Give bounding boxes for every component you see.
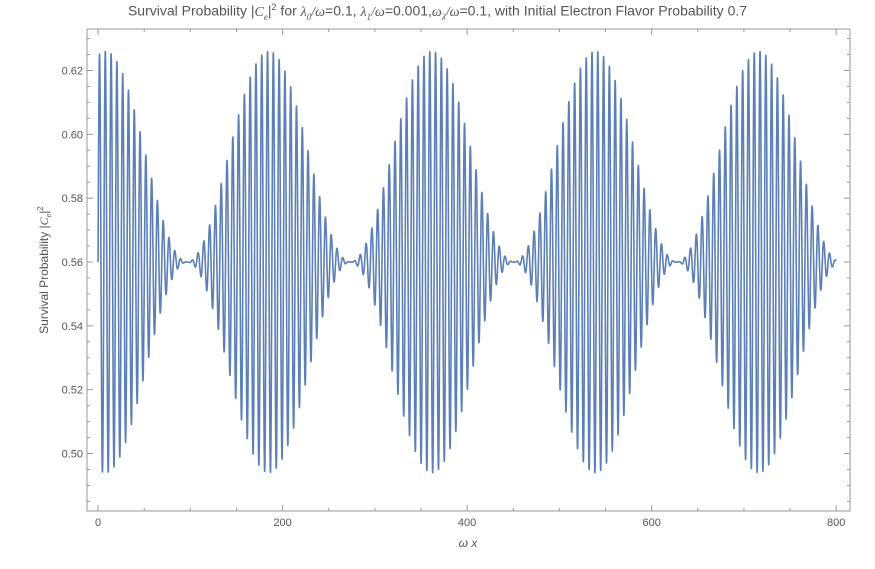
title-abs-close: | [267, 2, 272, 19]
title-suffix: =0.1, with Initial Electron Flavor Proba… [459, 2, 748, 19]
y-tick-label: 0.52 [62, 385, 83, 397]
plot-frame [86, 28, 851, 512]
y-tick-label: 0.60 [62, 129, 83, 141]
x-axis-title: ω x [459, 536, 479, 550]
title-lambda0-value: =0.1, [325, 2, 361, 19]
title-exponent: 2 [271, 2, 277, 12]
chart-title: Survival Probability |Ce|2 for λ0/ω=0.1,… [0, 2, 875, 21]
svg-text:Survival Probability |Ce|2: Survival Probability |Ce|2 [36, 206, 53, 334]
title-for: for [276, 2, 301, 19]
title-lambda0: λ0/ω [300, 4, 326, 22]
series-line-survival-probability [97, 50, 837, 474]
x-tick-label: 400 [458, 517, 476, 529]
title-lambda1-value: =0.001, [384, 2, 432, 19]
axis-ticks [87, 29, 850, 511]
x-tick-label: 200 [273, 517, 291, 529]
axis-tick-labels: 0 200 400 600 800 0.50 0.52 0.54 0.56 0.58 0.60 0.6… [62, 65, 846, 529]
y-tick-label: 0.62 [62, 65, 83, 77]
y-tick-label: 0.56 [62, 257, 83, 269]
title-omega-lambda: ωλ/ω [431, 4, 460, 22]
y-tick-label: 0.50 [62, 449, 83, 461]
x-tick-label: 0 [95, 517, 101, 529]
title-ce-symbol: Ce [254, 4, 268, 22]
title-lambda1: λ1/ω [360, 4, 385, 22]
x-tick-label: 600 [642, 517, 660, 529]
title-prefix: Survival Probability | [127, 2, 255, 19]
x-tick-label: 800 [827, 517, 845, 529]
y-axis-title: Survival Probability |Ce|2 [36, 206, 53, 334]
y-tick-label: 0.58 [62, 193, 83, 205]
y-tick-label: 0.54 [62, 321, 83, 333]
